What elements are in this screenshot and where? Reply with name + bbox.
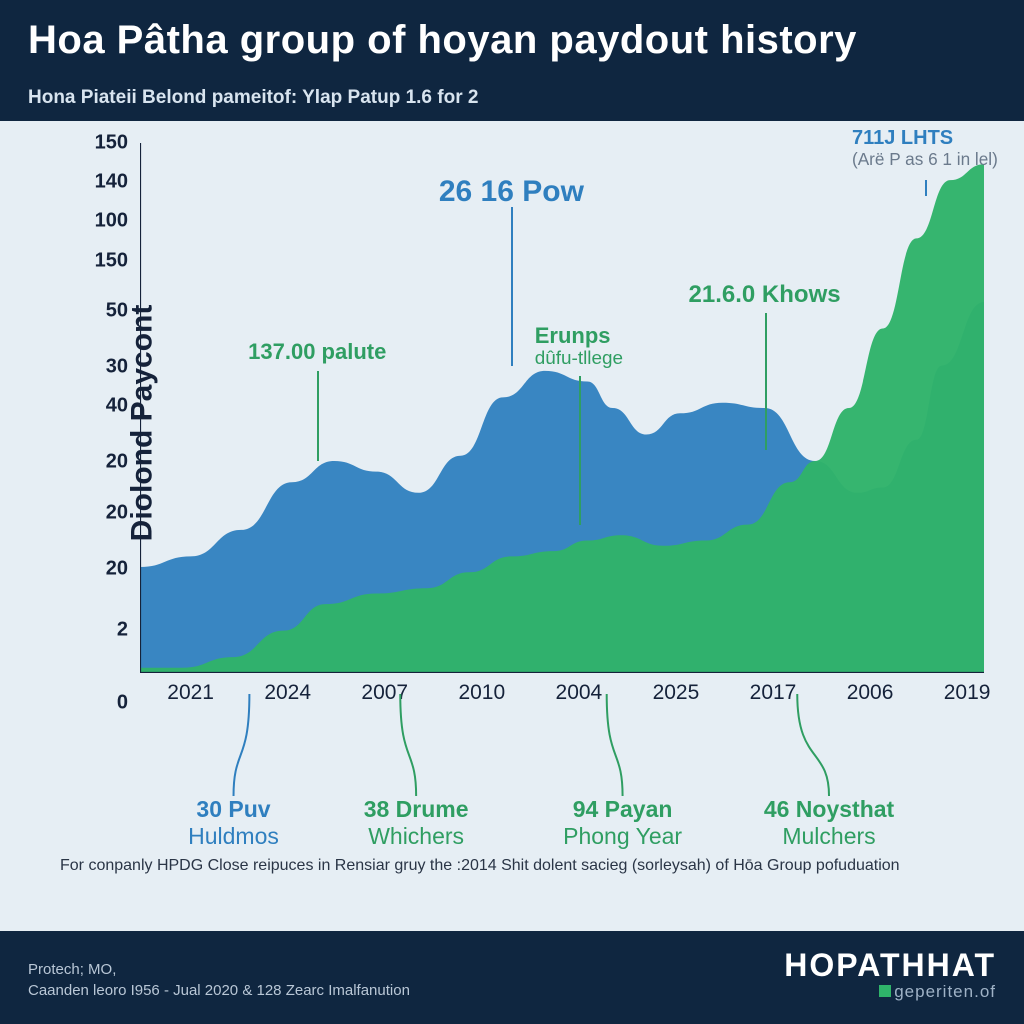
area-chart: Diolond Paycont 150140100150503040202020… xyxy=(30,143,994,703)
bottom-callout: 46 NoysthatMulchers xyxy=(764,796,894,849)
y-tick: 150 xyxy=(78,249,128,272)
x-tick: 2021 xyxy=(167,681,214,705)
chart-container: Diolond Paycont 150140100150503040202020… xyxy=(0,121,1024,931)
y-tick: 20 xyxy=(78,501,128,524)
callout-leader xyxy=(511,207,513,366)
y-axis-ticks: 15014010015050304020202020 xyxy=(78,143,128,703)
callout-leader xyxy=(925,180,927,196)
y-tick: 2 xyxy=(78,619,128,642)
y-tick: 30 xyxy=(78,356,128,379)
chart-axes xyxy=(140,143,984,673)
x-tick: 2025 xyxy=(653,681,700,705)
callout-leader xyxy=(765,313,767,451)
bottom-callout: 30 PuvHuldmos xyxy=(188,796,279,849)
footer-line2: Caanden leoro I956 - Jual 2020 & 128 Zea… xyxy=(28,980,410,1002)
y-tick: 140 xyxy=(78,171,128,194)
chart-callout: 21.6.0 Khows xyxy=(689,281,841,309)
chart-callout: 137.00 palute xyxy=(248,339,386,364)
y-tick: 100 xyxy=(78,210,128,233)
bottom-callout: 94 PayanPhong Year xyxy=(563,796,682,849)
bottom-connector xyxy=(607,694,623,796)
callout-leader xyxy=(579,376,581,524)
y-tick: 40 xyxy=(78,395,128,418)
bottom-callouts: 30 PuvHuldmos 38 DrumeWhichers 94 PayanPho… xyxy=(170,703,964,853)
chart-callout: 711J LHTS(Arë P as 6 1 in lel) xyxy=(852,127,998,170)
y-tick: 0 xyxy=(78,692,128,715)
footer-brand: HOPATHHAT geperiten.of xyxy=(784,947,996,1002)
x-tick: 2004 xyxy=(556,681,603,705)
y-tick: 50 xyxy=(78,300,128,323)
x-axis-ticks: 202120242007201020042025201720062019 xyxy=(140,673,984,707)
page-title: Hoa Pâtha group of hoyan paydout history xyxy=(28,18,996,63)
chart-callout: 26 16 Pow xyxy=(439,175,584,210)
chart-caption: For conpanly HPDG Close reipuces in Rens… xyxy=(60,857,964,875)
bottom-connector xyxy=(400,694,416,796)
y-tick: 20 xyxy=(78,451,128,474)
y-tick: 20 xyxy=(78,557,128,580)
x-tick: 2006 xyxy=(847,681,894,705)
footer-source: Protech; MO, Caanden leoro I956 - Jual 2… xyxy=(28,959,410,1003)
plot-area: 26 16 Pow 137.00 palute Erunpsdûfu-tllege 2… xyxy=(140,143,984,673)
y-tick: 150 xyxy=(78,132,128,155)
header: Hoa Pâtha group of hoyan paydout history… xyxy=(0,0,1024,121)
bottom-callout: 38 DrumeWhichers xyxy=(364,796,469,849)
callout-leader xyxy=(317,371,319,461)
brand-dot-icon xyxy=(879,985,891,997)
brand-wordmark: HOPATHHAT xyxy=(784,947,996,984)
footer: Protech; MO, Caanden leoro I956 - Jual 2… xyxy=(0,931,1024,1024)
page-subtitle: Hona Piateii Belond pameitof: Ylap Patup… xyxy=(28,77,996,121)
x-tick: 2024 xyxy=(264,681,311,705)
chart-callout: Erunpsdûfu-tllege xyxy=(535,323,623,370)
brand-subline: geperiten.of xyxy=(784,982,996,1002)
footer-line1: Protech; MO, xyxy=(28,959,410,981)
bottom-connector xyxy=(234,694,250,796)
bottom-connector xyxy=(797,694,829,796)
x-tick: 2010 xyxy=(458,681,505,705)
x-tick: 2017 xyxy=(750,681,797,705)
x-tick: 2019 xyxy=(944,681,991,705)
